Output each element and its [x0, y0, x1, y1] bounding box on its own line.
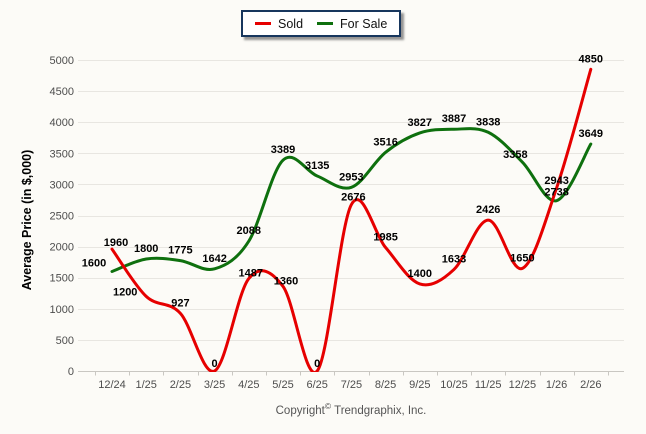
data-label-for-sale-13: 2738	[544, 187, 568, 199]
data-label-for-sale-3: 1642	[202, 253, 226, 265]
y-tick-label: 2000	[50, 242, 74, 254]
data-label-for-sale-0: 1600	[82, 257, 106, 269]
y-tick-label: 0	[68, 366, 74, 378]
y-tick-label: 1000	[50, 304, 74, 316]
data-label-sold-12: 1650	[510, 252, 534, 264]
data-label-for-sale-12: 3358	[503, 149, 527, 161]
data-label-sold-6: 0	[314, 358, 320, 370]
x-tick-label-2-26: 2/26	[580, 379, 601, 391]
legend-label-for-sale: For Sale	[340, 16, 388, 31]
data-label-sold-10: 1633	[442, 253, 466, 265]
x-tick-label-8-25: 8/25	[375, 379, 396, 391]
sold-line-swatch	[255, 22, 271, 25]
data-label-for-sale-14: 3649	[579, 128, 603, 140]
data-label-for-sale-10: 3887	[442, 113, 466, 125]
legend-label-sold: Sold	[278, 16, 304, 31]
data-label-sold-1: 1200	[113, 286, 137, 298]
legend-item-for-sale[interactable]: For Sale	[317, 17, 387, 31]
x-tick-label-3-25: 3/25	[204, 379, 225, 391]
y-tick-label: 3500	[50, 148, 74, 160]
y-tick-label: 4000	[50, 117, 74, 129]
y-tick-label: 4500	[50, 86, 74, 98]
data-label-sold-13: 2943	[544, 175, 568, 187]
x-tick-label-6-25: 6/25	[306, 379, 327, 391]
x-tick-label-2-25: 2/25	[170, 379, 191, 391]
data-label-sold-14: 4850	[579, 53, 603, 65]
data-label-sold-8: 1985	[373, 232, 397, 244]
x-tick-label-12-25: 12/25	[509, 379, 537, 391]
chart-legend: Sold For Sale	[241, 10, 402, 37]
data-label-for-sale-5: 3389	[271, 144, 295, 156]
x-tick-label-9-25: 9/25	[409, 379, 430, 391]
data-label-sold-0: 1960	[104, 237, 128, 249]
data-label-for-sale-8: 3516	[373, 136, 397, 148]
x-tick-label-1-25: 1/25	[135, 379, 156, 391]
x-tick-label-5-25: 5/25	[272, 379, 293, 391]
data-label-for-sale-2: 1775	[168, 245, 192, 257]
data-label-for-sale-4: 2088	[237, 225, 261, 237]
y-tick-label: 5000	[50, 55, 74, 67]
x-tick-label-4-25: 4/25	[238, 379, 259, 391]
data-label-for-sale-6: 3135	[305, 160, 329, 172]
data-label-sold-11: 2426	[476, 204, 500, 216]
data-label-for-sale-11: 3838	[476, 116, 500, 128]
copyright-symbol: ©	[324, 401, 332, 411]
series-line-for-sale	[110, 127, 593, 273]
data-label-for-sale-7: 2953	[339, 171, 363, 183]
x-tick-label-12-24: 12/24	[98, 379, 126, 391]
y-tick-label: 3000	[50, 179, 74, 191]
data-label-sold-3: 0	[212, 358, 218, 370]
y-tick-label: 1500	[50, 273, 74, 285]
y-tick-label: 500	[56, 335, 74, 347]
copyright-company: Trendgraphix, Inc.	[334, 404, 427, 417]
legend-item-sold[interactable]: Sold	[255, 17, 303, 31]
y-tick-label: 2500	[50, 211, 74, 223]
data-label-sold-4: 1487	[239, 268, 263, 280]
for-sale-line-swatch	[317, 22, 334, 25]
copyright-prefix: Copyright	[275, 404, 325, 417]
data-label-sold-5: 1360	[274, 275, 298, 287]
data-label-for-sale-1: 1800	[134, 243, 158, 255]
x-tick-label-11-25: 11/25	[475, 379, 502, 391]
x-tick-label-1-26: 1/26	[546, 379, 567, 391]
x-tick-label-10-25: 10/25	[440, 379, 468, 391]
data-label-for-sale-9: 3827	[408, 117, 432, 129]
y-axis-title: Average Price (in $,000)	[20, 150, 34, 291]
copyright-notice: Copyright© Trendgraphix, Inc.	[78, 401, 624, 417]
data-label-sold-2: 927	[171, 297, 189, 309]
series-line-sold	[110, 67, 593, 372]
data-label-sold-7: 2676	[341, 192, 365, 204]
data-label-sold-9: 1400	[408, 268, 432, 280]
x-tick-label-7-25: 7/25	[341, 379, 362, 391]
